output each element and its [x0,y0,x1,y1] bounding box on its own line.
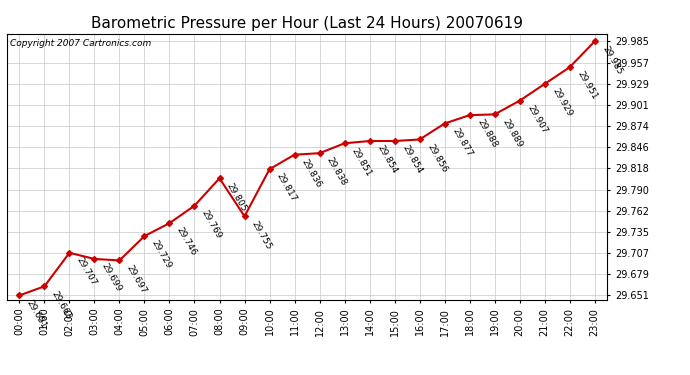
Text: 29.854: 29.854 [375,144,399,176]
Text: 29.755: 29.755 [250,219,274,251]
Text: 29.856: 29.856 [425,142,449,174]
Text: 29.746: 29.746 [175,226,199,258]
Text: 29.707: 29.707 [75,256,99,287]
Text: 29.851: 29.851 [350,146,374,178]
Text: 29.817: 29.817 [275,172,299,204]
Text: 29.854: 29.854 [400,144,424,176]
Text: 29.697: 29.697 [125,263,148,295]
Text: 29.929: 29.929 [550,87,573,118]
Text: 29.888: 29.888 [475,118,499,150]
Text: 29.663: 29.663 [50,289,74,321]
Text: 29.907: 29.907 [525,104,549,135]
Text: 29.889: 29.889 [500,117,524,149]
Text: 29.951: 29.951 [575,70,599,102]
Text: 29.838: 29.838 [325,156,348,188]
Text: 29.769: 29.769 [200,209,224,240]
Text: 29.805: 29.805 [225,181,248,213]
Text: Copyright 2007 Cartronics.com: Copyright 2007 Cartronics.com [10,39,151,48]
Text: 29.651: 29.651 [25,298,48,330]
Title: Barometric Pressure per Hour (Last 24 Hours) 20070619: Barometric Pressure per Hour (Last 24 Ho… [91,16,523,31]
Text: 29.729: 29.729 [150,239,173,270]
Text: 29.699: 29.699 [100,262,124,294]
Text: 29.985: 29.985 [600,44,624,76]
Text: 29.836: 29.836 [300,158,324,189]
Text: 29.877: 29.877 [450,126,474,158]
